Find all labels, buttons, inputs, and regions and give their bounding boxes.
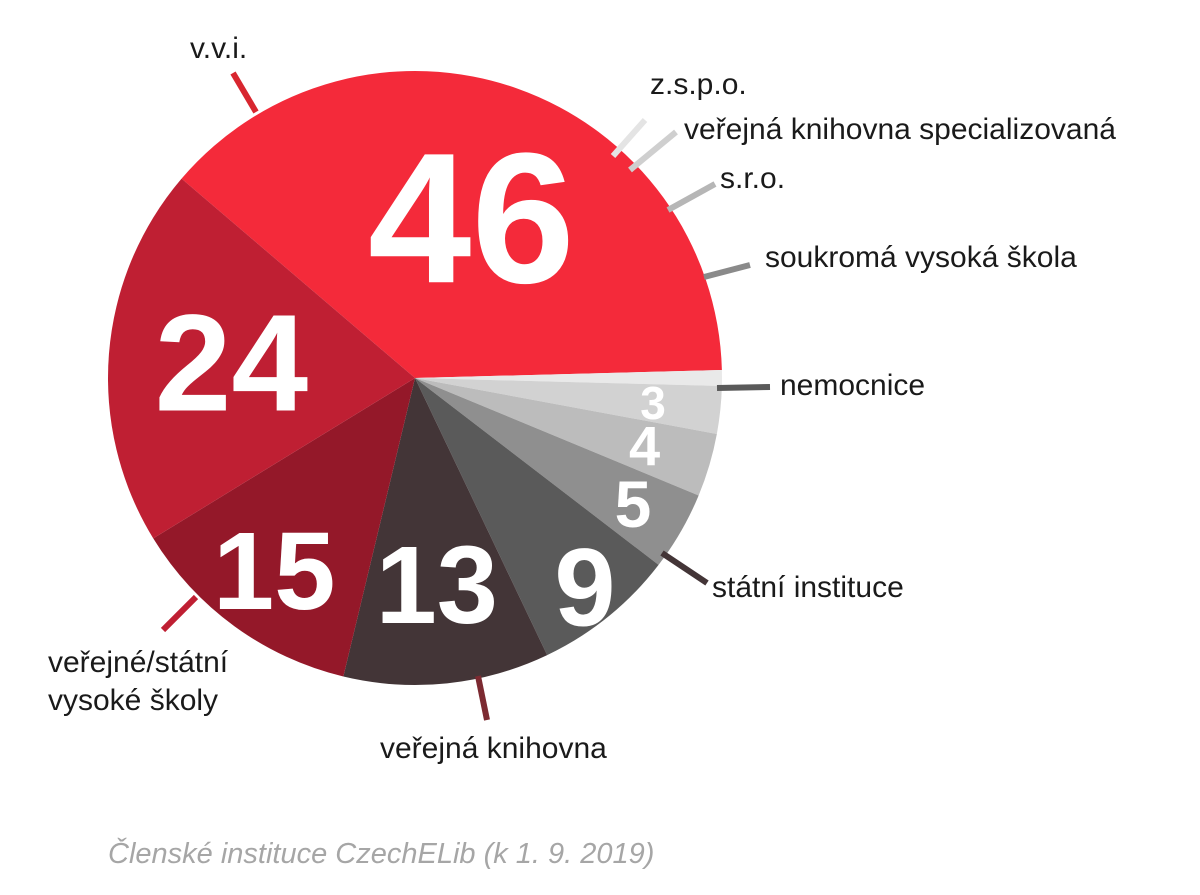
- pie-slice: [415, 369, 722, 387]
- leader-line: [716, 384, 771, 391]
- leader-line: [660, 550, 709, 586]
- leader-lines: [160, 71, 771, 721]
- pie-slices: [108, 71, 722, 686]
- leader-line: [628, 129, 678, 173]
- slice-category-label: soukromá vysoká škola: [765, 241, 1077, 274]
- pie-slice: [108, 178, 415, 539]
- slice-value-label: 9: [554, 527, 615, 650]
- slice-value-label: 5: [615, 467, 652, 541]
- slice-category-label: veřejná knihovna: [380, 732, 607, 765]
- leader-line: [610, 118, 648, 158]
- slice-value-label: 13: [376, 524, 498, 647]
- slice-value-label: 4: [629, 415, 660, 478]
- slice-value-label: 24: [155, 287, 309, 441]
- leader-line: [230, 71, 259, 114]
- pie-slice: [343, 378, 548, 686]
- slice-value-label: 46: [368, 115, 575, 322]
- pie-slice: [415, 378, 717, 496]
- pie-slice: [415, 378, 722, 434]
- pie-slice: [415, 378, 659, 656]
- slice-category-label: veřejná knihovna specializovaná: [684, 113, 1116, 146]
- pie-slice: [415, 378, 699, 565]
- leader-line: [666, 181, 717, 213]
- slice-category-label: státní instituce: [712, 571, 904, 604]
- slice-category-label: v.v.i.: [190, 32, 247, 65]
- slice-category-label: z.s.p.o.: [650, 68, 747, 101]
- leader-line: [160, 594, 199, 633]
- chart-caption: Členské instituce CzechELib (k 1. 9. 201…: [108, 838, 655, 870]
- slice-value-label: 3: [640, 377, 666, 429]
- pie-slice: [153, 378, 416, 677]
- category-labels: v.v.i. z.s.p.o. veřejná knihovna specializ…: [48, 32, 1116, 765]
- leader-line: [475, 675, 490, 721]
- slice-category-label: veřejné/státní vysoké školy: [48, 646, 229, 717]
- pie-slice: [181, 71, 722, 378]
- slice-value-label: 15: [213, 510, 335, 633]
- leader-line: [703, 262, 751, 280]
- slice-category-label: nemocnice: [780, 369, 925, 402]
- slice-category-label: s.r.o.: [720, 162, 785, 195]
